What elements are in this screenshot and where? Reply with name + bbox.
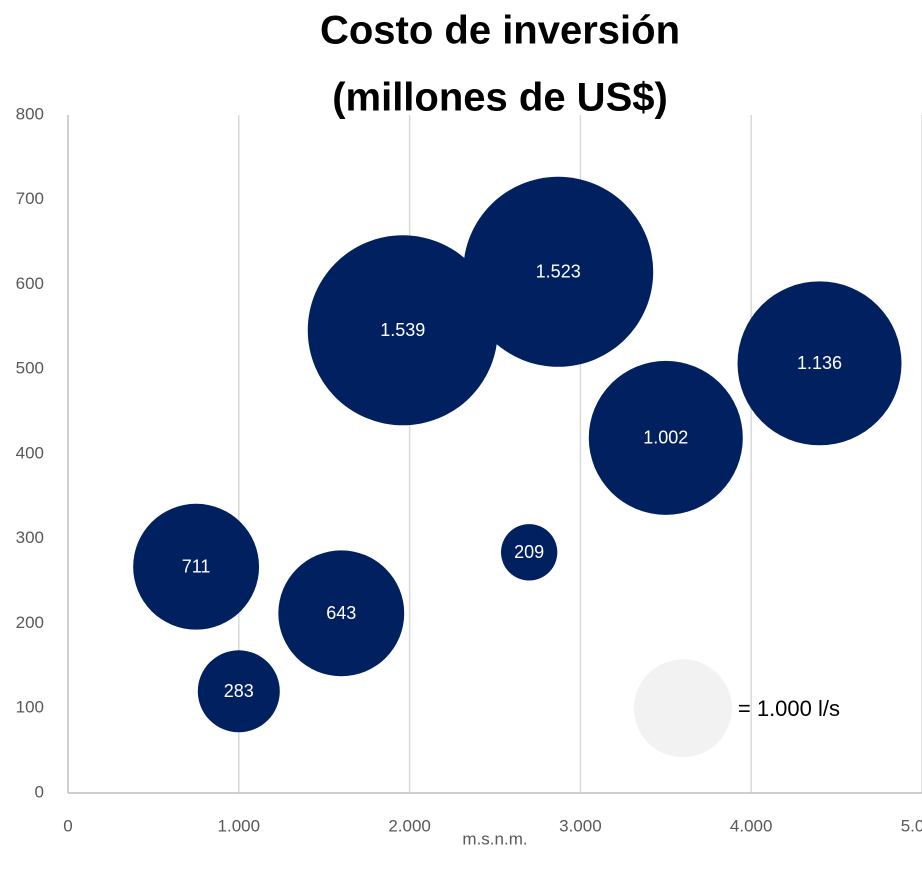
- bubble: [737, 281, 902, 446]
- x-tick-label: 2.000: [388, 816, 431, 835]
- x-tick-label: 3.000: [559, 816, 602, 835]
- x-tick-label: 4.000: [730, 816, 773, 835]
- data-label: 1.136: [797, 353, 842, 373]
- legend-label: = 1.000 l/s: [738, 696, 840, 721]
- data-label: 1.539: [380, 320, 425, 340]
- bubble: [278, 550, 405, 677]
- data-label: 711: [182, 556, 211, 576]
- data-label: 283: [224, 681, 254, 701]
- x-tick-label: 1.000: [218, 816, 261, 835]
- bubble: [197, 650, 280, 733]
- data-label: 209: [514, 542, 544, 562]
- data-label: 1.002: [643, 428, 688, 448]
- y-tick-label: 600: [16, 274, 44, 293]
- x-tick-label: 5.000: [901, 816, 922, 835]
- data-label: 643: [326, 603, 356, 623]
- y-tick-label: 0: [35, 782, 44, 801]
- y-tick-label: 800: [16, 104, 44, 123]
- y-tick-label: 500: [16, 359, 44, 378]
- legend-bubble: [633, 659, 732, 758]
- chart-title: (millones de US$): [332, 76, 668, 120]
- y-tick-label: 200: [16, 613, 44, 632]
- bubble: [133, 503, 260, 630]
- chart-title: Costo de inversión: [320, 9, 680, 53]
- y-tick-label: 300: [16, 528, 44, 547]
- x-axis-label: m.s.n.m.: [462, 829, 527, 848]
- bubble: [463, 176, 654, 367]
- bubble: [501, 524, 558, 581]
- y-tick-label: 400: [16, 443, 44, 462]
- y-tick-label: 700: [16, 189, 44, 208]
- x-tick-label: 0: [63, 816, 72, 835]
- bubble: [588, 360, 743, 515]
- y-tick-label: 100: [16, 698, 44, 717]
- data-label: 1.523: [536, 262, 581, 282]
- bubble: [307, 235, 498, 426]
